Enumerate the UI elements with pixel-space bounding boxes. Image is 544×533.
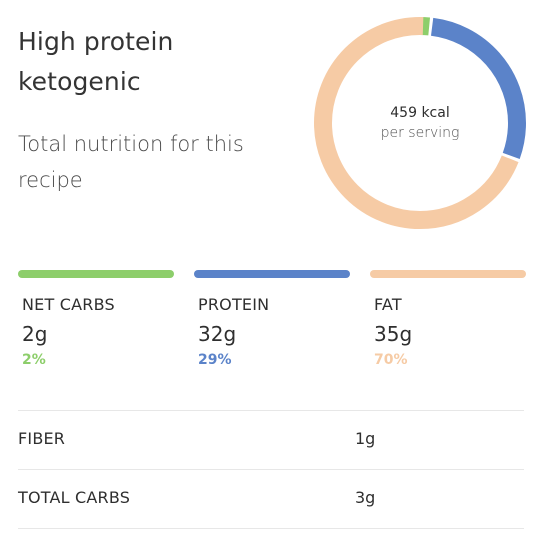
net-carbs-label: NET CARBS [22,295,115,314]
fat-segment [314,17,526,229]
fat-label: FAT [374,295,402,314]
nutrition-subtitle: Total nutrition for this recipe [18,132,244,192]
fiber-label: FIBER [18,429,66,448]
total-carbs-label: TOTAL CARBS [18,488,131,507]
net-carbs-value: 2g [22,322,48,346]
recipe-title: High protein ketogenic [18,27,174,96]
net-carbs-percent: 2% [22,352,46,368]
fat-percent: 70% [374,352,408,368]
macro-protein: PROTEIN 32g 29% [194,270,350,370]
protein-value: 32g [198,322,237,346]
detail-row-total-carbs: TOTAL CARBS 3g [18,469,524,529]
macro-breakdown: NET CARBS 2g 2% PROTEIN 32g 29% FAT 35g … [18,270,526,370]
donut-svg [314,17,526,229]
macro-net-carbs: NET CARBS 2g 2% [18,270,174,370]
kcal-value: 459 kcal [390,105,450,121]
donut-center: 459 kcal per serving [313,16,527,230]
fat-value: 35g [374,322,413,346]
total-carbs-value: 3g [355,488,376,507]
macro-fat: FAT 35g 70% [370,270,526,370]
per-serving-label: per serving [380,125,460,141]
protein-bar [194,270,350,278]
fat-bar [370,270,526,278]
net-carbs-bar [18,270,174,278]
fiber-value: 1g [355,429,376,448]
detail-row-fiber: FIBER 1g [18,410,524,469]
protein-segment [314,17,526,229]
protein-label: PROTEIN [198,295,270,314]
calorie-donut-chart: 459 kcal per serving [313,16,527,230]
protein-percent: 29% [198,352,232,368]
